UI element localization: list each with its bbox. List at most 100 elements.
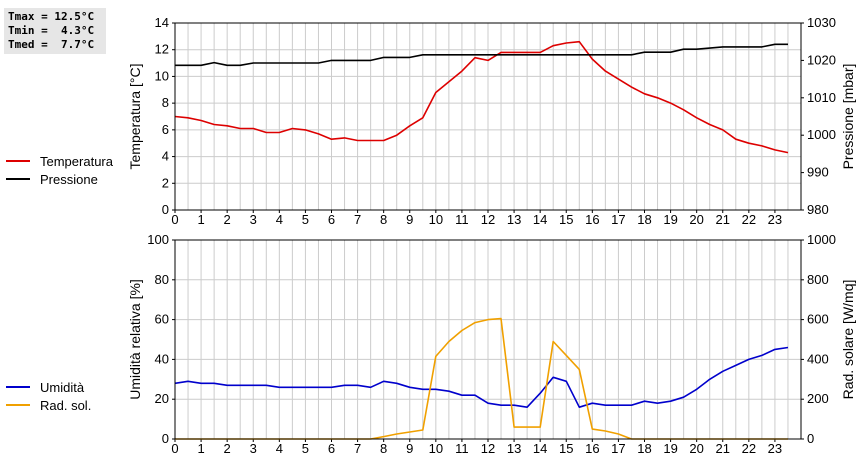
top-xtick: 5 [302,212,309,227]
top-xtick: 0 [171,212,178,227]
stats-box: Tmax = 12.5°C Tmin = 4.3°C Tmed = 7.7°C [4,8,106,54]
legend-label-pressure: Pressione [40,171,98,187]
top-xtick: 23 [768,212,782,227]
humidity-swatch [6,386,30,388]
bottom-ytick-left: 40 [155,351,169,366]
top-ytick-right: 990 [807,165,829,180]
top-ytick-left: 8 [162,95,169,110]
bottom-ytick-right: 200 [807,391,829,406]
top-xtick: 6 [328,212,335,227]
stats-tmin: Tmin = 4.3°C [8,24,95,37]
bottom-series-line-1 [175,317,788,440]
top-ytick-left: 14 [155,15,169,30]
bottom-ytick-right: 1000 [807,232,836,247]
legend-bottom: Umidità Rad. sol. [6,378,91,414]
top-ytick-left: 10 [155,68,169,83]
temperature-swatch [6,160,30,162]
top-xtick: 16 [585,212,599,227]
bottom-ylabel-left: Umidità relativa [%] [127,279,143,400]
top-ytick-right: 1010 [807,90,836,105]
bottom-xtick: 20 [689,441,703,456]
top-xtick: 1 [197,212,204,227]
bottom-ytick-left: 0 [162,431,169,446]
bottom-ytick-left: 60 [155,312,169,327]
legend-item-humidity: Umidità [6,378,91,396]
bottom-xtick: 0 [171,441,178,456]
top-ytick-left: 12 [155,42,169,57]
bottom-xtick: 15 [559,441,573,456]
top-xtick: 15 [559,212,573,227]
legend-item-radiation: Rad. sol. [6,396,91,414]
bottom-ytick-left: 100 [147,232,169,247]
bottom-xtick: 22 [742,441,756,456]
bottom-xtick: 11 [455,441,469,456]
top-ytick-left: 4 [162,149,169,164]
top-ytick-left: 0 [162,202,169,217]
top-xtick: 20 [689,212,703,227]
bottom-series-line-0 [174,346,789,409]
top-xtick: 4 [276,212,283,227]
bottom-xtick: 13 [507,441,521,456]
bottom-ytick-right: 800 [807,272,829,287]
top-xtick: 22 [742,212,756,227]
bottom-ylabel-right: Rad. solare [W/mq] [840,280,856,400]
bottom-xtick: 2 [224,441,231,456]
top-ytick-right: 1000 [807,127,836,142]
bottom-ytick-right: 0 [807,431,814,446]
top-xtick: 2 [224,212,231,227]
top-series-line-1 [175,43,788,67]
bottom-xtick: 14 [533,441,547,456]
bottom-xtick: 10 [429,441,443,456]
top-xtick: 12 [481,212,495,227]
top-ytick-right: 980 [807,202,829,217]
top-ylabel-right: Pressione [mbar] [840,64,856,170]
legend-label-temperature: Temperatura [40,153,113,169]
top-xtick: 14 [533,212,547,227]
top-xtick: 8 [380,212,387,227]
bottom-ytick-right: 600 [807,312,829,327]
bottom-xtick: 4 [276,441,283,456]
top-xtick: 7 [354,212,361,227]
legend-label-humidity: Umidità [40,379,85,395]
bottom-xtick: 5 [302,441,309,456]
bottom-xtick: 8 [380,441,387,456]
legend-label-radiation: Rad. sol. [40,397,92,413]
top-plot-frame [174,22,802,211]
top-xtick: 17 [611,212,625,227]
top-ytick-right: 1030 [807,15,836,30]
bottom-xtick: 17 [611,441,625,456]
bottom-xtick: 21 [716,441,730,456]
legend-item-temperature: Temperatura [6,152,113,170]
top-xtick: 18 [637,212,651,227]
top-ytick-left: 2 [162,175,169,190]
bottom-xtick: 9 [406,441,413,456]
bottom-plot-frame [174,239,802,440]
bottom-ytick-left: 80 [155,272,169,287]
top-series-line-0 [174,40,789,154]
top-ytick-right: 1020 [807,52,836,67]
bottom-xtick: 1 [197,441,204,456]
legend-item-pressure: Pressione [6,170,113,188]
bottom-xtick: 18 [637,441,651,456]
stats-tmed: Tmed = 7.7°C [8,38,95,51]
top-xtick: 11 [455,212,469,227]
top-xtick: 21 [716,212,730,227]
top-ylabel-left: Temperatura [°C] [127,64,143,170]
bottom-xtick: 19 [663,441,677,456]
top-xtick: 3 [250,212,257,227]
top-ytick-left: 6 [162,122,169,137]
stats-tmax: Tmax = 12.5°C [8,10,95,23]
pressure-swatch [6,178,30,180]
bottom-xtick: 12 [481,441,495,456]
radiation-swatch [6,404,30,406]
legend-top: Temperatura Pressione [6,152,113,188]
top-xtick: 13 [507,212,521,227]
bottom-ytick-right: 400 [807,351,829,366]
top-xtick: 9 [406,212,413,227]
bottom-xtick: 3 [250,441,257,456]
top-xtick: 10 [429,212,443,227]
bottom-xtick: 23 [768,441,782,456]
bottom-ytick-left: 20 [155,391,169,406]
top-xtick: 19 [663,212,677,227]
